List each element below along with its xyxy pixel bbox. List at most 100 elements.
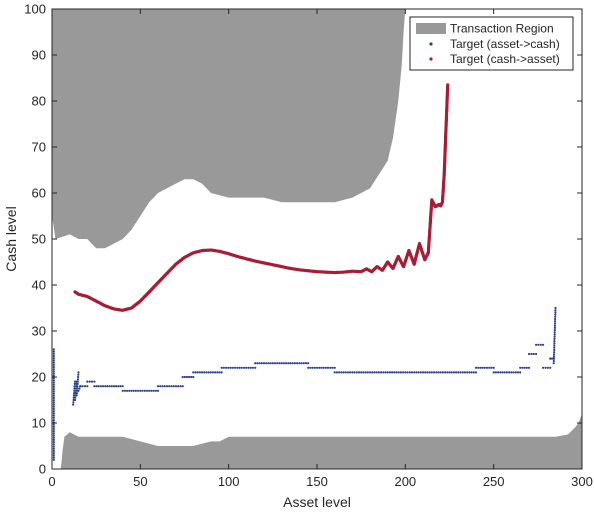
point-asset-cash [52,434,55,437]
point-asset-cash [52,410,55,413]
point-asset-cash [544,366,547,369]
point-asset-cash [552,359,555,363]
point-asset-cash [404,371,407,374]
point-asset-cash [76,380,79,383]
point-asset-cash [209,371,212,374]
point-asset-cash [52,452,55,455]
point-asset-cash [76,387,79,390]
y-tick-label: 30 [32,324,46,339]
point-asset-cash [424,371,427,374]
point-asset-cash [326,366,330,369]
point-asset-cash [413,371,416,374]
point-asset-cash [72,401,75,404]
point-asset-cash [554,306,557,310]
point-asset-cash [115,385,118,388]
point-asset-cash [296,362,299,365]
point-asset-cash [503,371,506,374]
point-asset-cash [52,449,55,453]
point-asset-cash [553,351,556,354]
axes-layer: 0 50 100 150 200 250 300 0 10 20 30 40 50 60 70 80 90 100 [24,2,593,490]
point-asset-cash [97,385,100,388]
point-asset-cash [287,362,290,365]
point-asset-cash [119,385,122,388]
y-tick-label: 80 [32,94,46,109]
point-asset-cash [249,366,252,369]
point-asset-cash [446,371,449,374]
point-asset-cash [154,389,157,392]
point-asset-cash [52,368,55,371]
point-asset-cash [553,335,556,338]
point-asset-cash [340,371,343,374]
point-asset-cash [233,366,237,369]
point-asset-cash [553,337,556,340]
point-asset-cash [260,362,263,365]
point-asset-cash [353,371,356,374]
point-asset-cash [474,366,478,369]
point-asset-cash [426,371,429,374]
point-asset-cash [240,366,243,369]
point-asset-cash [75,392,78,395]
point-asset-cash [379,371,383,374]
point-asset-cash [280,362,283,365]
point-asset-cash [52,354,55,358]
point-asset-cash [435,371,438,374]
point-asset-cash [238,366,241,369]
point-asset-cash [346,371,349,374]
point-asset-cash [357,371,361,374]
point-asset-cash [52,399,55,402]
legend-marker-target-cash-asset [429,57,433,61]
point-asset-cash [410,371,414,374]
point-asset-cash [52,419,55,422]
point-asset-cash [532,352,535,356]
point-asset-cash [521,366,524,369]
point-asset-cash [452,371,455,374]
legend-label-target-asset-cash: Target (asset->cash) [450,37,560,51]
point-asset-cash [408,371,411,374]
point-asset-cash [542,366,545,369]
point-asset-cash [477,366,480,369]
point-asset-cash [291,362,294,365]
point-asset-cash [52,427,55,430]
point-asset-cash [553,326,557,329]
x-tick-label: 300 [571,474,593,489]
point-asset-cash [181,375,184,379]
point-asset-cash [525,366,528,369]
point-asset-cash [194,371,197,374]
point-asset-cash [419,371,422,374]
point-asset-cash [76,385,79,388]
point-asset-cash [342,371,345,374]
point-asset-cash [554,309,557,312]
point-asset-cash [514,371,517,374]
point-asset-cash [52,366,55,369]
point-asset-cash [386,371,389,374]
point-asset-cash [52,405,55,408]
y-tick-label: 10 [32,416,46,431]
point-asset-cash [225,366,228,369]
legend-marker-target-asset-cash [429,42,433,46]
point-asset-cash [190,375,193,379]
series-layer [52,83,557,461]
point-asset-cash [192,375,195,379]
point-asset-cash [302,362,305,365]
point-asset-cash [512,371,515,374]
point-asset-cash [554,313,557,316]
point-asset-cash [519,371,522,374]
point-asset-cash [488,366,491,369]
point-asset-cash [421,371,425,374]
point-asset-cash [499,371,502,374]
series-target-asset-cash [52,306,557,461]
point-asset-cash [143,389,146,392]
point-asset-cash [52,350,55,353]
point-asset-cash [196,371,199,374]
point-asset-cash [222,366,225,369]
point-asset-cash [170,385,173,388]
point-asset-cash [468,371,471,374]
point-asset-cash [527,366,531,369]
point-asset-cash [141,389,144,392]
y-tick-label: 50 [32,232,46,247]
point-asset-cash [459,371,462,374]
point-asset-cash [88,380,91,383]
point-asset-cash [542,343,545,346]
point-asset-cash [552,362,555,365]
point-asset-cash [461,371,464,374]
